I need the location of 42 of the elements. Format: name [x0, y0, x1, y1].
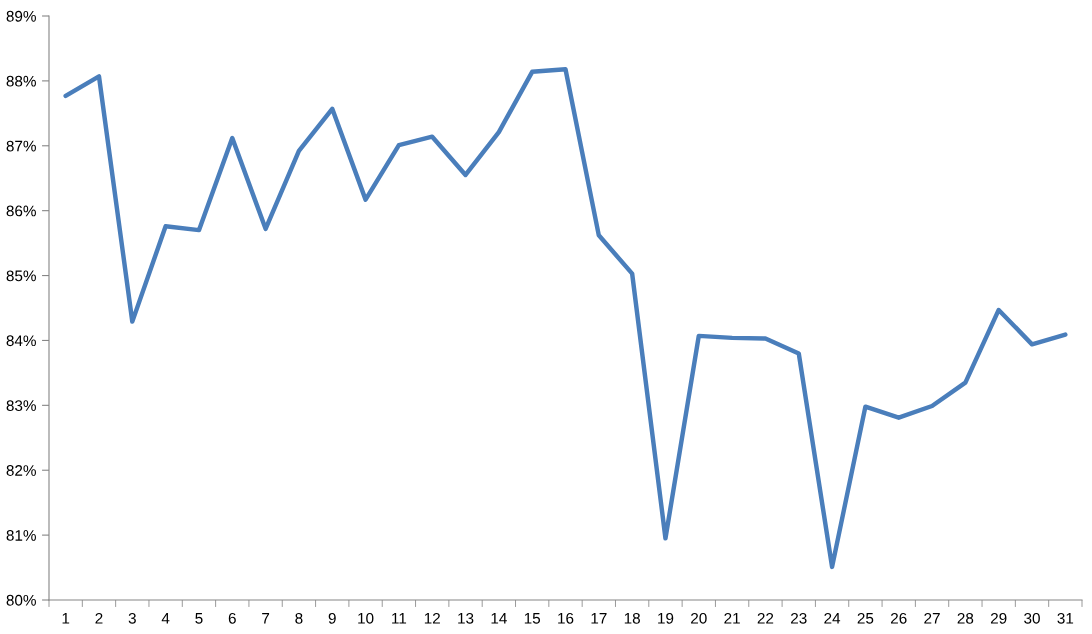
x-tick-label: 20 — [691, 612, 707, 624]
y-tick-label: 85% — [6, 270, 36, 282]
x-tick-label: 16 — [558, 612, 574, 624]
x-tick-label: 12 — [424, 612, 440, 624]
x-tick-label: 27 — [924, 612, 940, 624]
x-tick-label: 30 — [1024, 612, 1040, 624]
x-tick-label: 3 — [128, 612, 136, 624]
x-tick-label: 28 — [957, 612, 974, 624]
y-tick-label: 81% — [6, 529, 36, 541]
y-tick-label: 87% — [6, 140, 36, 152]
x-tick-label: 23 — [791, 612, 807, 624]
x-tick-label: 21 — [724, 612, 740, 624]
y-tick-label: 80% — [6, 594, 36, 606]
x-tick-label: 29 — [990, 612, 1007, 624]
x-tick-label: 18 — [624, 612, 640, 624]
y-tick-label: 89% — [6, 10, 36, 22]
x-tick-label: 26 — [891, 612, 907, 624]
x-tick-label: 19 — [658, 612, 674, 624]
x-tick-label: 2 — [95, 612, 103, 624]
x-tick-label: 6 — [228, 612, 236, 624]
x-tick-label: 22 — [757, 612, 774, 624]
y-tick-label: 88% — [6, 75, 36, 87]
x-tick-label: 5 — [195, 613, 203, 624]
x-tick-label: 9 — [328, 612, 336, 624]
x-tick-label: 10 — [358, 612, 374, 624]
x-tick-label: 15 — [524, 613, 541, 624]
x-tick-label: 1 — [62, 613, 70, 624]
x-tick-label: 8 — [295, 612, 303, 624]
x-tick-label: 11 — [392, 613, 407, 624]
x-tick-label: 24 — [824, 612, 841, 624]
x-tick-label: 25 — [857, 612, 874, 624]
y-tick-label: 82% — [6, 465, 36, 476]
x-tick-label: 13 — [458, 612, 474, 624]
x-tick-label: 4 — [161, 613, 170, 624]
y-tick-label: 83% — [6, 400, 36, 412]
x-tick-label: 31 — [1057, 612, 1074, 624]
y-tick-label: 86% — [6, 205, 36, 217]
x-tick-label: 17 — [591, 613, 607, 624]
x-tick-label: 14 — [491, 613, 507, 624]
y-tick-label: 84% — [6, 335, 36, 347]
x-tick-label: 7 — [262, 613, 270, 624]
line-series — [63, 66, 1068, 570]
